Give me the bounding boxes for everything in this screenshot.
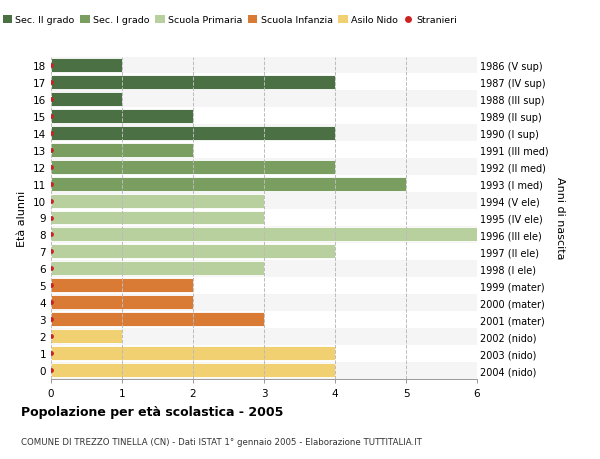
Bar — [51, 260, 477, 277]
Bar — [51, 328, 477, 345]
Bar — [51, 363, 335, 377]
Bar — [51, 176, 477, 193]
Bar — [51, 228, 477, 242]
Bar — [51, 93, 122, 106]
Bar — [51, 245, 335, 259]
Bar — [51, 211, 264, 225]
Bar — [51, 59, 122, 73]
Bar — [51, 127, 335, 140]
Bar — [51, 313, 264, 326]
Bar — [51, 159, 477, 176]
Bar — [51, 142, 477, 159]
Bar — [51, 311, 477, 328]
Y-axis label: Anni di nascita: Anni di nascita — [555, 177, 565, 259]
Bar — [51, 194, 264, 208]
Bar — [51, 345, 477, 362]
Bar — [51, 110, 193, 123]
Bar — [51, 76, 335, 90]
Bar — [51, 125, 477, 142]
Bar — [51, 74, 477, 91]
Bar — [51, 296, 193, 309]
Bar — [51, 57, 477, 74]
Bar — [51, 330, 122, 343]
Text: COMUNE DI TREZZO TINELLA (CN) - Dati ISTAT 1° gennaio 2005 - Elaborazione TUTTIT: COMUNE DI TREZZO TINELLA (CN) - Dati IST… — [21, 437, 422, 446]
Bar — [51, 226, 477, 243]
Bar — [51, 262, 264, 276]
Text: Popolazione per età scolastica - 2005: Popolazione per età scolastica - 2005 — [21, 405, 283, 419]
Bar — [51, 144, 193, 157]
Bar — [51, 210, 477, 226]
Bar — [51, 347, 335, 360]
Bar — [51, 108, 477, 125]
Bar — [51, 279, 193, 292]
Bar — [51, 243, 477, 260]
Bar — [51, 160, 335, 174]
Bar — [51, 277, 477, 294]
Legend: Sec. II grado, Sec. I grado, Scuola Primaria, Scuola Infanzia, Asilo Nido, Stran: Sec. II grado, Sec. I grado, Scuola Prim… — [0, 12, 461, 29]
Bar — [51, 91, 477, 108]
Bar — [51, 294, 477, 311]
Y-axis label: Età alunni: Età alunni — [17, 190, 28, 246]
Bar — [51, 177, 406, 191]
Bar — [51, 193, 477, 210]
Bar — [51, 362, 477, 379]
